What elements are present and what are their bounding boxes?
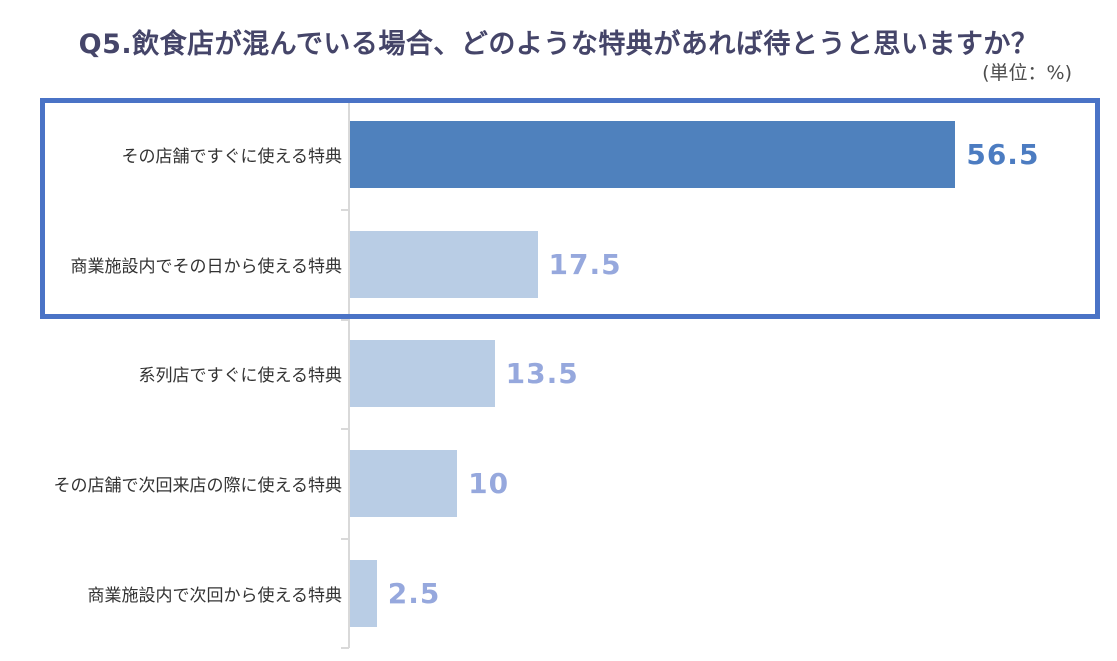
bar-track: 56.5 bbox=[350, 100, 1100, 210]
bar-track: 13.5 bbox=[350, 319, 1100, 429]
category-label: 商業施設内でその日から使える特典 bbox=[70, 256, 343, 277]
bar-row: その店舗ですぐに使える特典 56.5 bbox=[0, 100, 1100, 210]
bar-track: 2.5 bbox=[350, 538, 1100, 648]
unit-label: (単位：%) bbox=[982, 62, 1072, 84]
axis-tick bbox=[341, 209, 349, 211]
bar-row: 系列店ですぐに使える特典 13.5 bbox=[0, 319, 1100, 429]
bar-row: 商業施設内で次回から使える特典 2.5 bbox=[0, 538, 1100, 648]
axis-tick bbox=[341, 319, 349, 321]
bar-track: 10 bbox=[350, 429, 1100, 539]
category-label: 商業施設内で次回から使える特典 bbox=[87, 585, 343, 606]
bar-value-label: 2.5 bbox=[387, 576, 441, 610]
bar bbox=[350, 121, 956, 189]
bar-value-label: 10 bbox=[468, 467, 510, 501]
bar-track: 17.5 bbox=[350, 210, 1100, 320]
bar-value-label: 17.5 bbox=[548, 247, 622, 281]
axis-tick bbox=[341, 538, 349, 540]
axis-tick bbox=[341, 647, 349, 649]
bar-value-label: 13.5 bbox=[505, 357, 579, 391]
bar-row: その店舗で次回来店の際に使える特典 10 bbox=[0, 429, 1100, 539]
bar bbox=[350, 230, 538, 298]
chart-title: Q5.飲食店が混んでいる場合、どのような特典があれば待とうと思いますか？ bbox=[78, 29, 1039, 60]
bar-value-label: 56.5 bbox=[966, 138, 1040, 172]
category-axis-line bbox=[348, 100, 350, 648]
category-label: 系列店ですぐに使える特典 bbox=[138, 366, 343, 387]
category-label: その店舗で次回来店の際に使える特典 bbox=[53, 476, 343, 497]
bar bbox=[350, 340, 495, 408]
axis-tick bbox=[341, 428, 349, 430]
bar bbox=[350, 559, 377, 627]
bar-row: 商業施設内でその日から使える特典 17.5 bbox=[0, 210, 1100, 320]
category-label: その店舗ですぐに使える特典 bbox=[121, 147, 343, 168]
bar bbox=[350, 450, 458, 518]
